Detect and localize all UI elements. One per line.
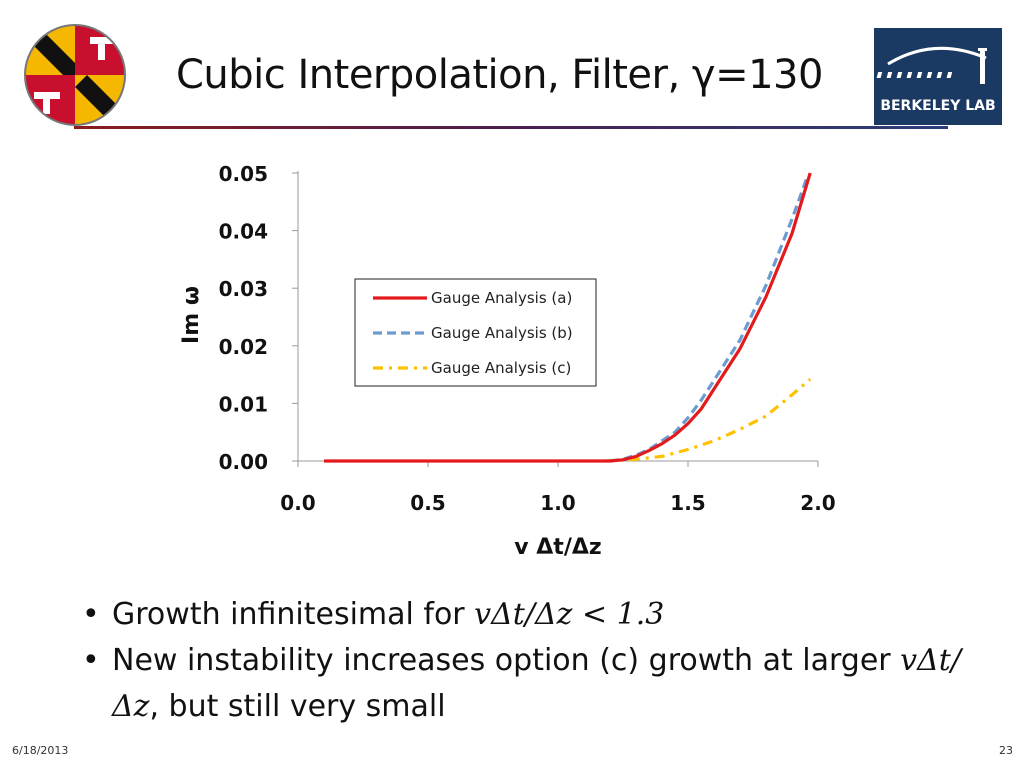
- x-axis-label: v Δt/Δz: [514, 535, 601, 560]
- legend-label: Gauge Analysis (c): [431, 359, 571, 377]
- tick-labels: 0.00 0.01 0.02 0.03 0.04 0.05 0.0 0.5 1.0 1.5 2.0: [219, 162, 836, 515]
- series-line-b: [609, 175, 810, 463]
- slide-title: Cubic Interpolation, Filter, γ=130: [176, 52, 823, 98]
- bullet-math: vΔt/Δz: [112, 643, 961, 724]
- bullet-dot: •: [82, 597, 100, 632]
- y-tick-label: 0.03: [219, 277, 268, 301]
- legend-label: Gauge Analysis (a): [431, 289, 572, 307]
- chart-series: [324, 172, 812, 463]
- slide-date: 6/18/2013: [12, 744, 69, 757]
- slide-number: 23: [999, 744, 1013, 757]
- growth-rate-chart: 0.000.010.020.030.040.050.0 0.5 1.0 1.5 2.0 …: [179, 162, 836, 560]
- y-tick-label: 0.04: [219, 220, 268, 244]
- university-logo: [24, 24, 126, 126]
- y-tick-label: 0.00: [219, 450, 268, 474]
- x-tick-label: 2.0: [800, 491, 835, 515]
- legend-label: Gauge Analysis (b): [431, 324, 573, 342]
- bullet-list: • Growth infinitesimal for vΔt/Δz < 1.3 …: [82, 592, 982, 730]
- y-axis-label: Im ω: [179, 286, 204, 344]
- chart-legend: Gauge Analysis (a) Gauge Analysis (b) Gaug…: [354, 278, 597, 387]
- series-line-c: [604, 377, 812, 463]
- title-rule: [74, 126, 948, 129]
- x-tick-label: 0.0: [280, 491, 315, 515]
- x-tick-label: 0.5: [410, 491, 445, 515]
- bullet-dot: •: [82, 643, 100, 678]
- bullet-math: vΔt/Δz < 1.3: [474, 597, 665, 632]
- bullet-text-tail: , but still very small: [149, 689, 446, 724]
- y-tick-label: 0.02: [219, 335, 268, 359]
- bullet-text: Growth infinitesimal for: [112, 597, 475, 632]
- x-tick-label: 1.5: [670, 491, 705, 515]
- series-line-a: [324, 172, 812, 463]
- berkeley-lab-label: BERKELEY LAB: [880, 98, 996, 114]
- berkeley-lab-arch-icon: [876, 46, 987, 84]
- x-tick-label: 1.0: [540, 491, 575, 515]
- bullet-text: New instability increases option (c) gro…: [112, 643, 901, 678]
- berkeley-lab-logo: BERKELEY LAB: [874, 28, 1002, 125]
- bullet-item: • New instability increases option (c) g…: [82, 638, 982, 730]
- bullet-item: • Growth infinitesimal for vΔt/Δz < 1.3: [82, 592, 982, 638]
- y-tick-label: 0.05: [219, 162, 268, 186]
- y-tick-label: 0.01: [219, 392, 268, 416]
